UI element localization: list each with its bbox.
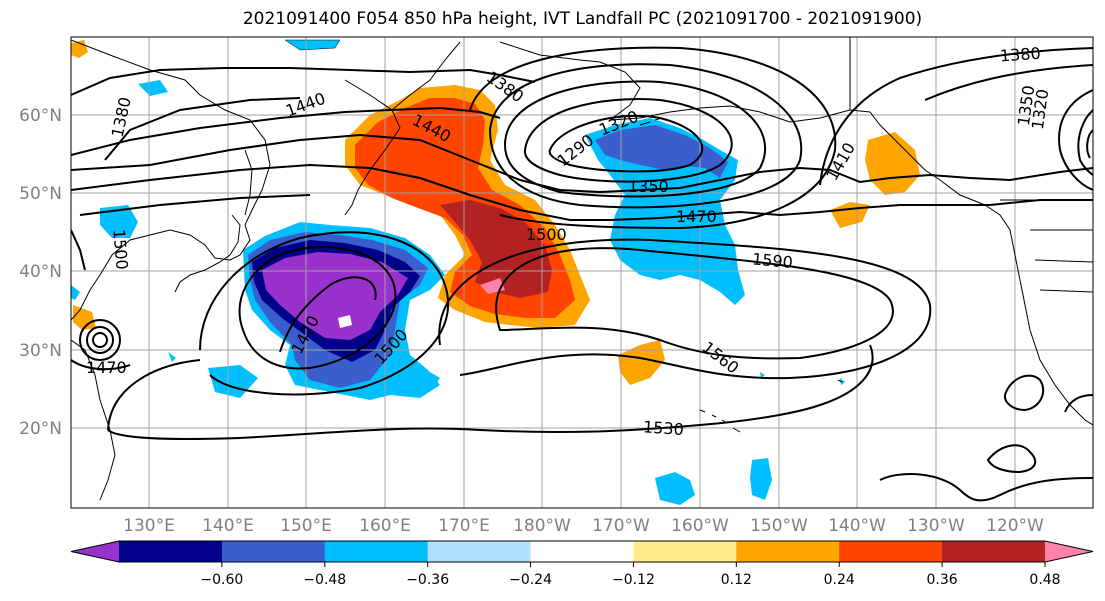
colorbar-segment [324,541,429,562]
lon-label: 150°W [750,516,808,536]
lon-label: 170°W [592,516,650,536]
lat-label: 50°N [19,184,62,204]
colorbar-extension-high [1045,541,1093,562]
height-contours [71,46,1093,502]
lon-label: 120°W [986,516,1044,536]
longitude-labels: 130°E 140°E 150°E 160°E 170°E 180°W 170°… [123,516,1044,536]
colorbar-tick-label: −0.24 [509,572,552,588]
contour-label: 1590 [751,249,793,271]
coastlines [71,37,1093,501]
contour-label: 1500 [109,228,131,270]
contour-labels: 1380 1440 1380 1320 1290 1440 1350 1470 … [86,44,1052,439]
colorbar-tick-label: −0.12 [612,572,655,588]
colorbar-segment [427,541,532,562]
colorbar-segment [736,541,840,562]
contour-label: 1470 [86,358,127,377]
contour-label: 1530 [643,417,685,439]
colorbar-tick-label: 0.48 [1029,572,1060,588]
lat-label: 20°N [19,419,62,439]
colorbar-tick-label: 0.24 [824,572,855,588]
lon-label: 140°W [828,516,886,536]
colorbar-tick-label: −0.48 [303,572,346,588]
lon-label: 130°W [907,516,965,536]
map-frame [70,36,1094,509]
colorbar-tick-label: −0.36 [406,572,449,588]
ivt-shading [71,39,920,505]
lon-label: 160°E [359,516,411,536]
colorbar-segment [119,541,223,562]
latitude-labels: 60°N 50°N 40°N 30°N 20°N [19,106,62,439]
lon-label: 180°W [513,516,571,536]
colorbar-segment [530,541,634,562]
contour-label: 1350 [628,177,669,196]
contour-label: 1470 [676,207,717,226]
contour-label: 1500 [526,225,567,244]
colorbar-outline [70,540,1094,563]
lat-label: 60°N [19,106,62,126]
lon-label: 150°E [280,516,332,536]
colorbar-segment [839,541,943,562]
contour-label: 1380 [999,44,1041,66]
contour-label: 1380 [108,95,135,139]
lat-label: 30°N [19,341,62,361]
lon-label: 140°E [202,516,254,536]
colorbar-segment [633,541,737,562]
lon-label: 170°E [438,516,490,536]
colorbar-tick-label: 0.12 [721,572,752,588]
lat-label: 40°N [19,262,62,282]
colorbar-segment [942,541,1046,562]
colorbar-extension-low [71,541,119,562]
colorbar-tick-label: 0.36 [927,572,958,588]
lon-label: 160°W [671,516,729,536]
colorbar: −0.60 −0.48 −0.36 −0.24 −0.12 0.12 0.24 0.36 0.4… [70,540,1094,588]
map-title: 2021091400 F054 850 hPa height, IVT Land… [242,9,923,29]
colorbar-segment [221,541,326,562]
graticule [71,37,1093,508]
colorbar-tick-label: −0.60 [200,572,243,588]
contour-label: 1410 [822,139,859,184]
lon-label: 130°E [123,516,175,536]
